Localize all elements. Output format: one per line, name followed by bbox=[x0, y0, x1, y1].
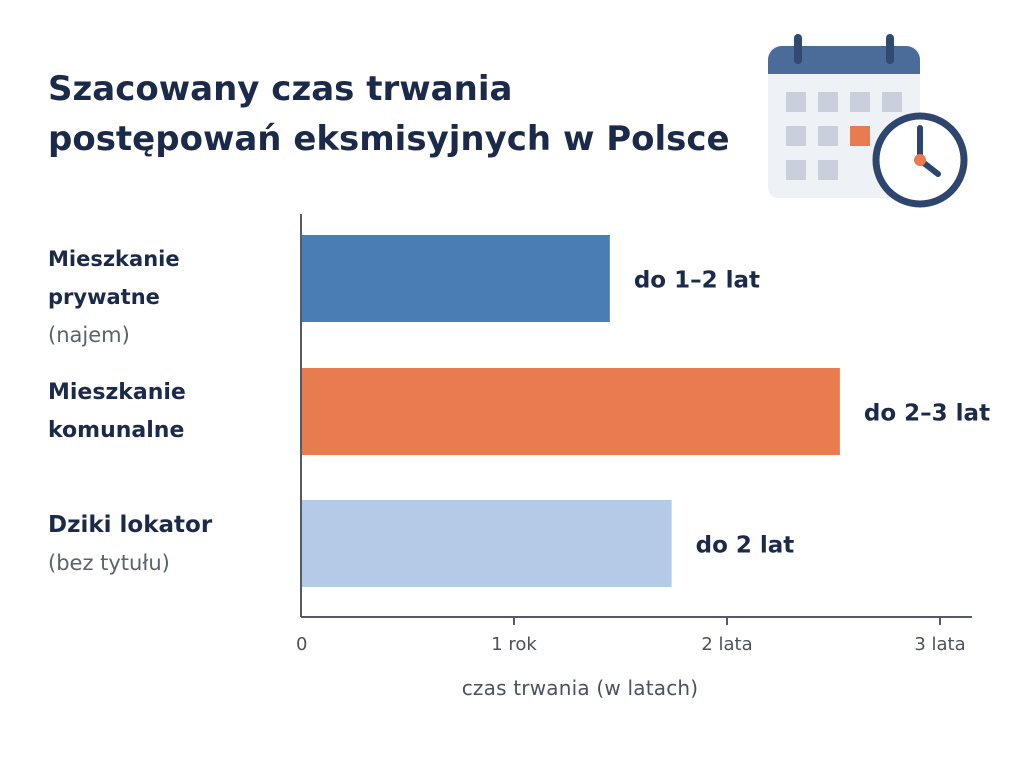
category-label-squatter: Dziki lokator (bez tytułu) bbox=[48, 506, 298, 582]
category-name-line-1: Mieszkanie bbox=[48, 380, 186, 405]
x-tick-label-3: 3 lata bbox=[914, 634, 965, 655]
calendar-clock-icon bbox=[768, 34, 968, 208]
x-tick-label-0: 0 bbox=[296, 634, 307, 655]
bar-1 bbox=[301, 368, 840, 455]
bar-2 bbox=[301, 500, 672, 587]
category-name-line-2: komunalne bbox=[48, 418, 185, 443]
x-tick-label-2: 2 lata bbox=[701, 634, 752, 655]
data-label-0: do 1–2 lat bbox=[634, 268, 760, 294]
x-tick-label-1: 1 rok bbox=[491, 634, 537, 655]
x-axis-title: czas trwania (w latach) bbox=[461, 676, 699, 700]
data-label-2: do 2 lat bbox=[696, 533, 795, 559]
title-line-2: postępowań eksmisyjnych w Polsce bbox=[48, 119, 730, 159]
category-label-private: Mieszkanie prywatne (najem) bbox=[48, 240, 298, 354]
category-name: Mieszkanie prywatne bbox=[48, 247, 180, 309]
category-note: (najem) bbox=[48, 323, 130, 347]
page-title: Szacowany czas trwania postępowań eksmis… bbox=[48, 64, 748, 164]
category-note: (bez tytułu) bbox=[48, 551, 170, 575]
category-label-communal: Mieszkanie komunalne bbox=[48, 374, 298, 450]
title-line-1: Szacowany czas trwania bbox=[48, 69, 513, 109]
category-name: Dziki lokator bbox=[48, 512, 213, 538]
bar-0 bbox=[301, 235, 610, 322]
data-label-1: do 2–3 lat bbox=[864, 401, 990, 427]
